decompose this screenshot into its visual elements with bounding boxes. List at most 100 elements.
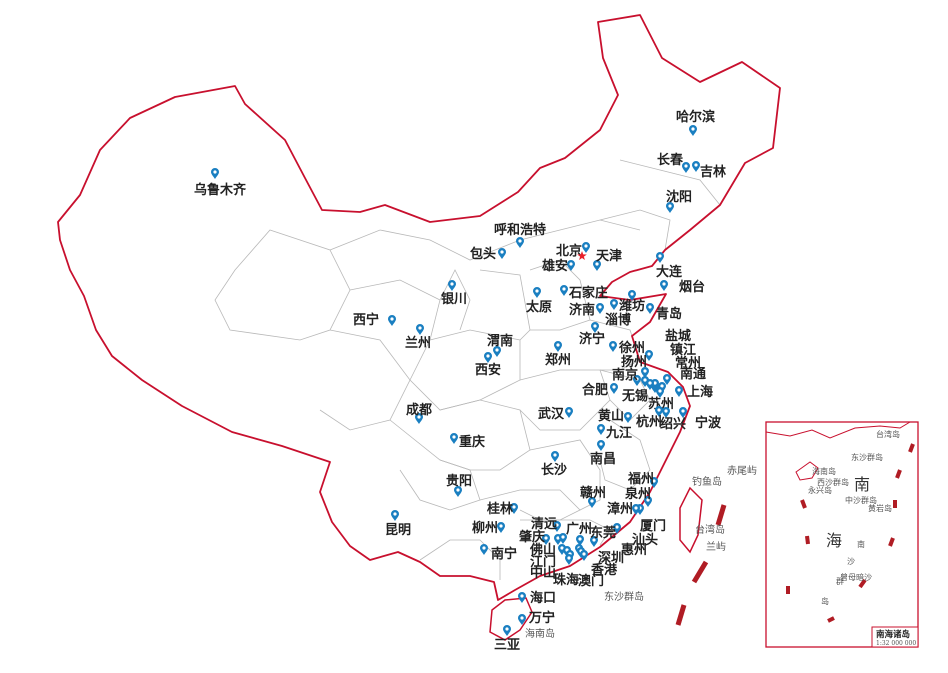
national-border	[57, 14, 781, 601]
city-label: 九江	[605, 425, 632, 441]
map-pin-icon[interactable]	[613, 523, 621, 534]
map-pin-icon[interactable]	[588, 497, 596, 508]
map-pin-icon[interactable]	[644, 496, 652, 507]
city-label: 西宁	[353, 312, 379, 328]
map-pin-icon[interactable]	[590, 536, 598, 547]
map-pin-icon[interactable]	[666, 202, 674, 213]
map-pin-icon[interactable]	[553, 521, 561, 532]
map-pin-icon[interactable]	[633, 375, 641, 386]
map-pin-icon[interactable]	[542, 534, 550, 545]
map-pin-icon[interactable]	[391, 510, 399, 521]
map-pin-icon[interactable]	[591, 322, 599, 333]
map-pin-icon[interactable]	[484, 352, 492, 363]
city-label: 上海	[687, 384, 713, 400]
city-label: 盐城	[665, 328, 691, 344]
map-pin-icon[interactable]	[554, 341, 562, 352]
map-pin-icon[interactable]	[448, 280, 456, 291]
inset-coastline	[765, 421, 911, 439]
city-label: 常州	[675, 355, 701, 371]
city-label: 澳门	[578, 573, 604, 589]
map-pin-icon[interactable]	[493, 346, 501, 357]
map-pin-icon[interactable]	[580, 550, 588, 561]
map-pin-icon[interactable]	[646, 303, 654, 314]
city-label: 清远	[531, 516, 557, 532]
map-pin-icon[interactable]	[576, 535, 584, 546]
map-pin-icon[interactable]	[628, 290, 636, 301]
city-label: 厦门	[640, 518, 666, 534]
map-pin-icon[interactable]	[567, 260, 575, 271]
city-label: 杭州	[636, 414, 662, 430]
map-pin-icon[interactable]	[610, 299, 618, 310]
map-pin-icon[interactable]	[641, 376, 649, 387]
map-pin-icon[interactable]	[498, 248, 506, 259]
nine-dash-line	[675, 504, 727, 626]
map-pin-icon[interactable]	[518, 592, 526, 603]
city-label: 无锡	[621, 388, 648, 404]
map-pin-icon[interactable]	[656, 252, 664, 263]
city-label: 西安	[475, 362, 501, 378]
city-label: 柳州	[472, 520, 498, 536]
city-label: 青岛	[656, 306, 682, 322]
map-pin-icon[interactable]	[551, 451, 559, 462]
map-pin-icon[interactable]	[610, 383, 618, 394]
map-pin-icon[interactable]	[559, 533, 567, 544]
map-pin-icon[interactable]	[497, 522, 505, 533]
map-pin-icon[interactable]	[597, 424, 605, 435]
map-pin-icon[interactable]	[646, 379, 654, 390]
city-label: 长沙	[541, 462, 567, 478]
inset-label-nansha: 沙	[847, 557, 855, 566]
map-pin-icon[interactable]	[679, 407, 687, 418]
map-pin-icon[interactable]	[692, 161, 700, 172]
map-pin-icon[interactable]	[596, 303, 604, 314]
map-pin-icon[interactable]	[662, 407, 670, 418]
map-pin-icon[interactable]	[558, 544, 566, 555]
sea-label: 东沙群岛	[604, 590, 644, 603]
city-label: 武汉	[538, 406, 565, 422]
map-pin-icon[interactable]	[663, 374, 671, 385]
map-pin-icon[interactable]	[656, 387, 664, 398]
map-pin-icon[interactable]	[682, 162, 690, 173]
city-label: 重庆	[459, 434, 485, 450]
map-pin-icon[interactable]	[454, 486, 462, 497]
city-label: 乌鲁木齐	[194, 182, 247, 198]
map-pin-icon[interactable]	[597, 440, 605, 451]
map-pin-icon[interactable]	[689, 125, 697, 136]
map-pin-icon[interactable]	[516, 237, 524, 248]
map-pin-icon[interactable]	[388, 315, 396, 326]
map-pin-icon[interactable]	[609, 341, 617, 352]
map-pin-icon[interactable]	[658, 382, 666, 393]
map-pin-icon[interactable]	[660, 280, 668, 291]
map-pin-icon[interactable]	[582, 242, 590, 253]
city-label: 绍兴	[660, 416, 686, 432]
map-pin-icon[interactable]	[593, 260, 601, 271]
map-pin-icon[interactable]	[416, 324, 424, 335]
map-pin-icon[interactable]	[632, 504, 640, 515]
city-label: 泉州	[625, 486, 651, 502]
map-pin-icon[interactable]	[518, 614, 526, 625]
map-pin-icon[interactable]	[655, 406, 663, 417]
map-pin-icon[interactable]	[503, 625, 511, 636]
map-pin-icon[interactable]	[565, 554, 573, 565]
city-label: 昆明	[385, 522, 411, 538]
map-pin-icon[interactable]	[415, 413, 423, 424]
inset-label-nansha: 群	[836, 576, 844, 586]
city-label: 珠海	[553, 572, 579, 588]
map-pin-icon[interactable]	[565, 407, 573, 418]
sea-label: 海南岛	[525, 627, 555, 640]
city-label: 烟台	[679, 279, 705, 295]
inset-label-nan: 南	[854, 475, 870, 494]
inset-dash	[895, 469, 902, 479]
city-label: 佛山	[529, 542, 556, 558]
map-pin-icon[interactable]	[624, 412, 632, 423]
map-pin-icon[interactable]	[560, 285, 568, 296]
map-pin-icon[interactable]	[480, 544, 488, 555]
map-pin-icon[interactable]	[211, 168, 219, 179]
map-pin-icon[interactable]	[675, 386, 683, 397]
map-pin-icon[interactable]	[650, 477, 658, 488]
city-label: 潍坊	[619, 298, 645, 314]
map-pin-icon[interactable]	[645, 350, 653, 361]
map-pin-icon[interactable]	[450, 433, 458, 444]
map-pin-icon[interactable]	[510, 503, 518, 514]
map-pin-icon[interactable]	[533, 287, 541, 298]
map-pin-icon[interactable]	[641, 367, 649, 378]
